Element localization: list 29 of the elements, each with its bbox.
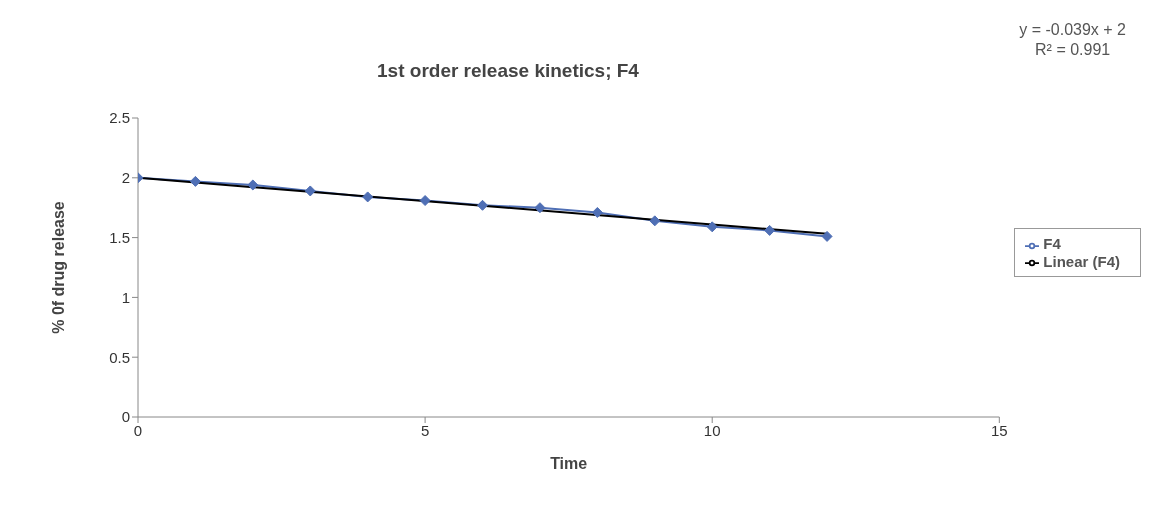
y-tick-label: 2 bbox=[121, 169, 130, 187]
y-tick-label: 0.5 bbox=[109, 348, 130, 366]
point bbox=[189, 175, 201, 187]
point bbox=[649, 215, 661, 227]
y-tick-label: 2.5 bbox=[109, 109, 130, 127]
x-tick-label: 5 bbox=[420, 421, 430, 439]
x-tick-label: 10 bbox=[703, 421, 721, 439]
legend-label: F4 bbox=[1043, 235, 1061, 253]
point bbox=[764, 224, 776, 236]
legend-label: Linear (F4) bbox=[1043, 252, 1120, 270]
x-tick-label: 15 bbox=[990, 421, 1008, 439]
point bbox=[591, 206, 603, 218]
chart-title: 1st order release kinetics; F4 bbox=[376, 60, 640, 82]
point bbox=[821, 230, 833, 242]
y-tick-label: 1.5 bbox=[109, 228, 130, 246]
point bbox=[247, 179, 259, 191]
x-axis-title: Time bbox=[550, 455, 588, 472]
text: R² = 0.991 bbox=[1034, 40, 1112, 60]
y-axis-title: % 0f drug release bbox=[49, 201, 67, 334]
y-tick-label: 1 bbox=[121, 288, 130, 306]
y-tick-label: 0 bbox=[121, 408, 130, 426]
point bbox=[362, 191, 374, 203]
point bbox=[534, 202, 546, 214]
text: y = -0.039x + 2 bbox=[1019, 20, 1126, 40]
point bbox=[477, 199, 489, 211]
x-tick-label: 0 bbox=[133, 421, 143, 439]
point bbox=[419, 195, 431, 207]
point bbox=[304, 185, 316, 197]
point bbox=[706, 221, 718, 233]
